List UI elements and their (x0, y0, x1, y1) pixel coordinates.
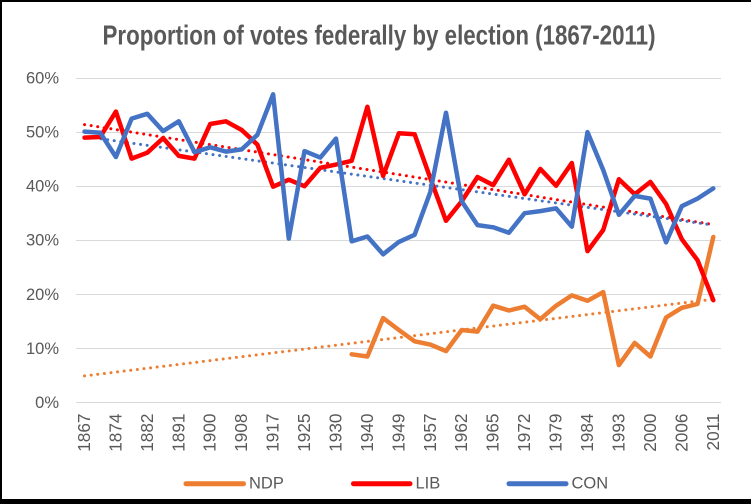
svg-text:1949: 1949 (388, 414, 408, 452)
svg-text:20%: 20% (26, 286, 59, 304)
svg-text:1891: 1891 (168, 414, 188, 452)
svg-text:1930: 1930 (326, 414, 346, 452)
svg-text:30%: 30% (26, 232, 59, 250)
svg-text:1993: 1993 (608, 414, 628, 452)
svg-text:0%: 0% (35, 394, 59, 412)
svg-text:1965: 1965 (483, 414, 503, 452)
svg-text:Proportion of votes federally: Proportion of votes federally by electio… (103, 19, 656, 50)
svg-text:60%: 60% (26, 70, 59, 88)
svg-text:1972: 1972 (514, 414, 534, 452)
svg-text:10%: 10% (26, 340, 59, 358)
svg-text:1925: 1925 (294, 414, 314, 452)
svg-text:1984: 1984 (577, 413, 597, 452)
svg-text:1874: 1874 (105, 413, 125, 452)
svg-text:2011: 2011 (703, 414, 723, 451)
svg-text:NDP: NDP (249, 475, 284, 493)
svg-text:1908: 1908 (231, 414, 251, 452)
svg-text:40%: 40% (26, 178, 59, 196)
svg-text:1867: 1867 (74, 414, 94, 452)
svg-text:50%: 50% (26, 124, 59, 142)
svg-text:1962: 1962 (451, 414, 471, 452)
svg-text:1917: 1917 (263, 414, 283, 452)
svg-text:LIB: LIB (416, 475, 441, 493)
svg-text:1957: 1957 (420, 414, 440, 452)
svg-text:2000: 2000 (640, 414, 660, 452)
svg-text:1882: 1882 (137, 414, 157, 452)
svg-text:1979: 1979 (546, 414, 566, 452)
svg-text:CON: CON (572, 475, 609, 493)
svg-text:1900: 1900 (200, 414, 220, 452)
svg-text:2006: 2006 (671, 414, 691, 452)
svg-text:1940: 1940 (357, 414, 377, 452)
